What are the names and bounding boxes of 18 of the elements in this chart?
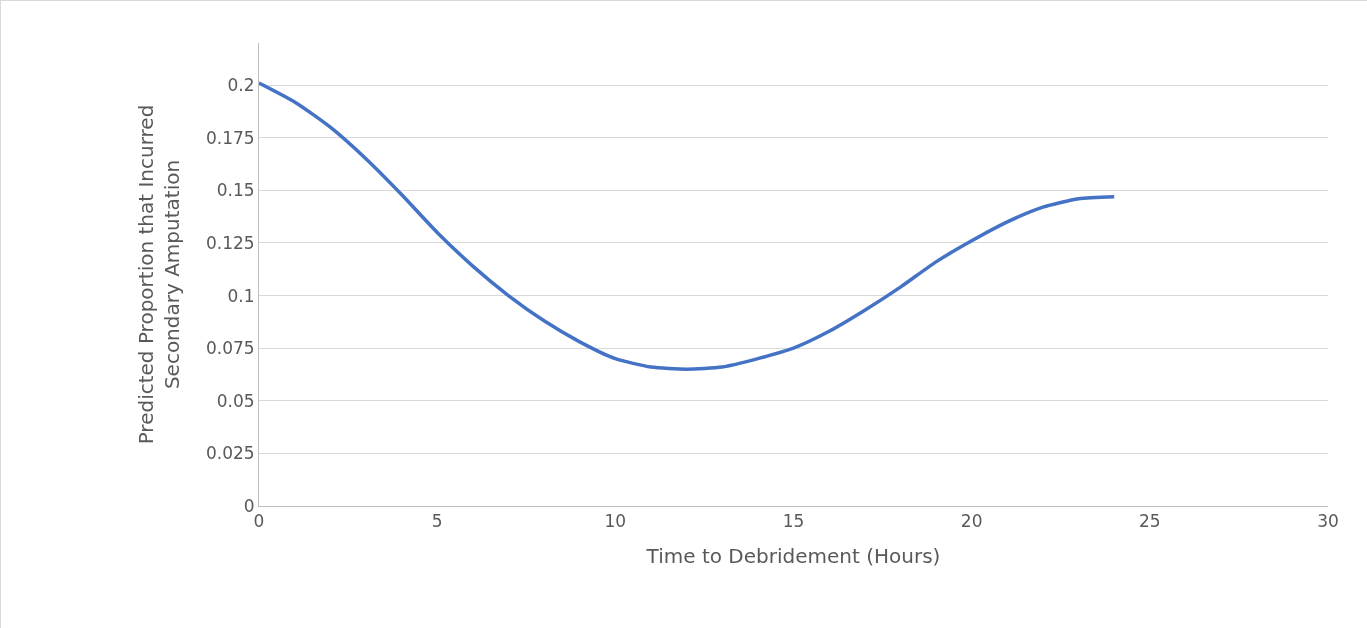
y-tick-label: 0.075 — [205, 338, 255, 359]
y-tick-label: 0.025 — [205, 443, 255, 464]
y-tick-label: 0.1 — [227, 285, 255, 306]
x-tick-label: 20 — [960, 511, 983, 532]
y-tick-label: 0.2 — [227, 75, 255, 96]
x-axis-title: Time to Debridement (Hours) — [645, 543, 941, 568]
x-tick-label: 5 — [431, 511, 443, 532]
x-tick-label: 15 — [782, 511, 805, 532]
y-tick-label: 0 — [243, 495, 255, 516]
y-tick-label: 0.05 — [216, 390, 255, 411]
x-tick-label: 10 — [604, 511, 627, 532]
y-tick-label: 0.15 — [216, 180, 255, 201]
x-tick-label: 30 — [1317, 511, 1339, 532]
line-series — [259, 81, 1116, 371]
x-tick-label: 25 — [1139, 511, 1161, 532]
y-tick-label: 0.175 — [205, 127, 255, 148]
y-tick-label: 0.125 — [205, 232, 255, 253]
y-axis-title: Predicted Proportion that Incurred Secondary Amputation — [134, 104, 185, 445]
